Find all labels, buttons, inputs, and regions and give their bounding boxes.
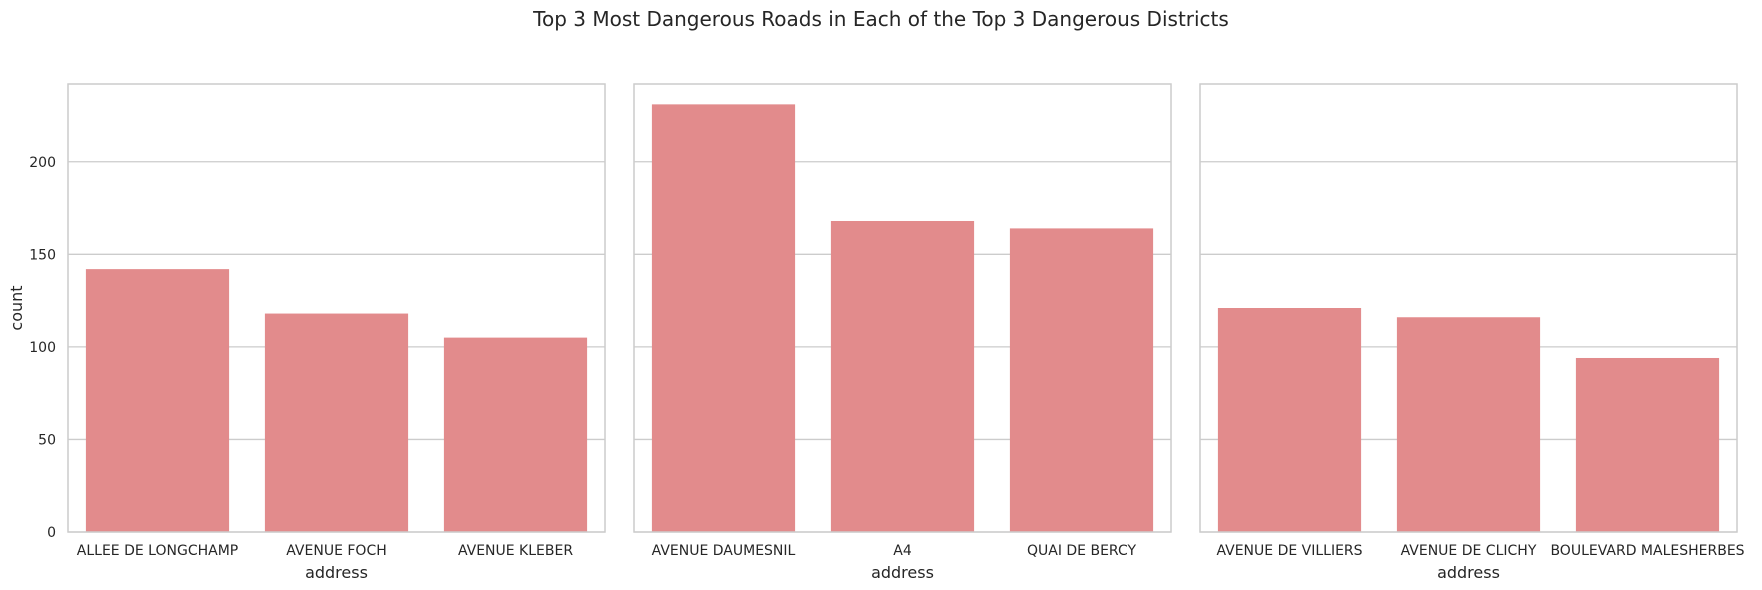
bar xyxy=(264,313,409,532)
y-axis-label: count xyxy=(7,285,26,330)
bar xyxy=(85,269,230,532)
x-axis-label: address xyxy=(1437,563,1500,582)
x-tick-label: AVENUE KLEBER xyxy=(458,543,573,559)
x-tick-label: BOULEVARD MALESHERBES xyxy=(1550,543,1744,559)
axes-frame xyxy=(1199,83,1738,533)
x-tick-label: QUAI DE BERCY xyxy=(1027,543,1137,559)
bar xyxy=(1575,357,1720,532)
x-tick-label: AVENUE DAUMESNIL xyxy=(652,543,796,559)
y-tick-label: 150 xyxy=(29,247,56,263)
x-tick-label: AVENUE DE CLICHY xyxy=(1401,543,1537,559)
y-tick-label: 50 xyxy=(38,432,56,448)
bar xyxy=(1009,228,1154,532)
x-tick-label: AVENUE DE VILLIERS xyxy=(1216,543,1362,559)
bar xyxy=(651,104,796,532)
subplots: ALLEE DE LONGCHAMP AVENUE FOCH AVENUE KLEB… xyxy=(7,83,1745,582)
x-tick-label: ALLEE DE LONGCHAMP xyxy=(77,543,238,559)
y-tick-label: 0 xyxy=(47,525,56,541)
subplot-1: ALLEE DE LONGCHAMP AVENUE FOCH AVENUE KLEB… xyxy=(7,83,606,582)
axes-frame xyxy=(633,83,1172,533)
x-axis-label: address xyxy=(305,563,368,582)
x-tick-label: AVENUE FOCH xyxy=(286,543,387,559)
bar xyxy=(1396,317,1541,532)
axes-frame xyxy=(67,83,606,533)
x-axis-label: address xyxy=(871,563,934,582)
bar xyxy=(1217,308,1362,532)
subplot-2: AVENUE DAUMESNIL A4 QUAI DE BERCY address xyxy=(633,83,1172,582)
y-tick-label: 100 xyxy=(29,340,56,356)
subplot-3: AVENUE DE VILLIERS AVENUE DE CLICHY BOULEV… xyxy=(1199,83,1745,582)
x-tick-label: A4 xyxy=(893,543,912,559)
bar xyxy=(830,220,975,532)
figure-title: Top 3 Most Dangerous Roads in Each of th… xyxy=(532,7,1229,31)
y-tick-label: 200 xyxy=(29,155,56,171)
bar xyxy=(443,337,588,532)
